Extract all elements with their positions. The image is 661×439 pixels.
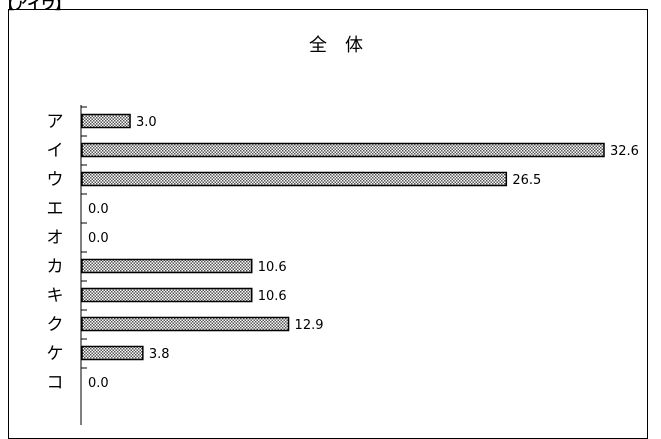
- category-label: ク: [47, 315, 64, 335]
- bar: [81, 171, 508, 187]
- bar: [81, 316, 290, 332]
- category-label: カ: [47, 257, 64, 277]
- category-label: ケ: [47, 344, 64, 364]
- value-label: 10.6: [258, 289, 287, 304]
- value-label: 3.8: [149, 347, 170, 362]
- value-label: 0.0: [88, 376, 109, 391]
- chart-title: 全 体: [309, 35, 363, 56]
- value-label: 32.6: [610, 144, 639, 159]
- bar: [81, 142, 605, 158]
- category-label: コ: [47, 373, 64, 393]
- bar: [81, 113, 131, 129]
- category-label: ウ: [47, 170, 64, 190]
- value-label: 3.0: [136, 115, 157, 130]
- value-label: 0.0: [88, 231, 109, 246]
- bar: [81, 258, 253, 274]
- bar: [81, 345, 144, 361]
- value-label: 26.5: [512, 173, 541, 188]
- value-label: 10.6: [258, 260, 287, 275]
- category-label: イ: [47, 141, 64, 161]
- value-label: 0.0: [88, 202, 109, 217]
- category-label: エ: [47, 199, 64, 219]
- category-label: キ: [47, 286, 64, 306]
- category-label: オ: [47, 228, 64, 248]
- category-label: ア: [47, 112, 64, 132]
- bar-chart: 全 体 ア 3.0 イ 32.6 ウ 26.5 エ 0.0 オ 0.0 カ 10.6 キ 10.6 ク 12.…: [47, 35, 639, 425]
- bar: [81, 287, 253, 303]
- value-label: 12.9: [295, 318, 324, 333]
